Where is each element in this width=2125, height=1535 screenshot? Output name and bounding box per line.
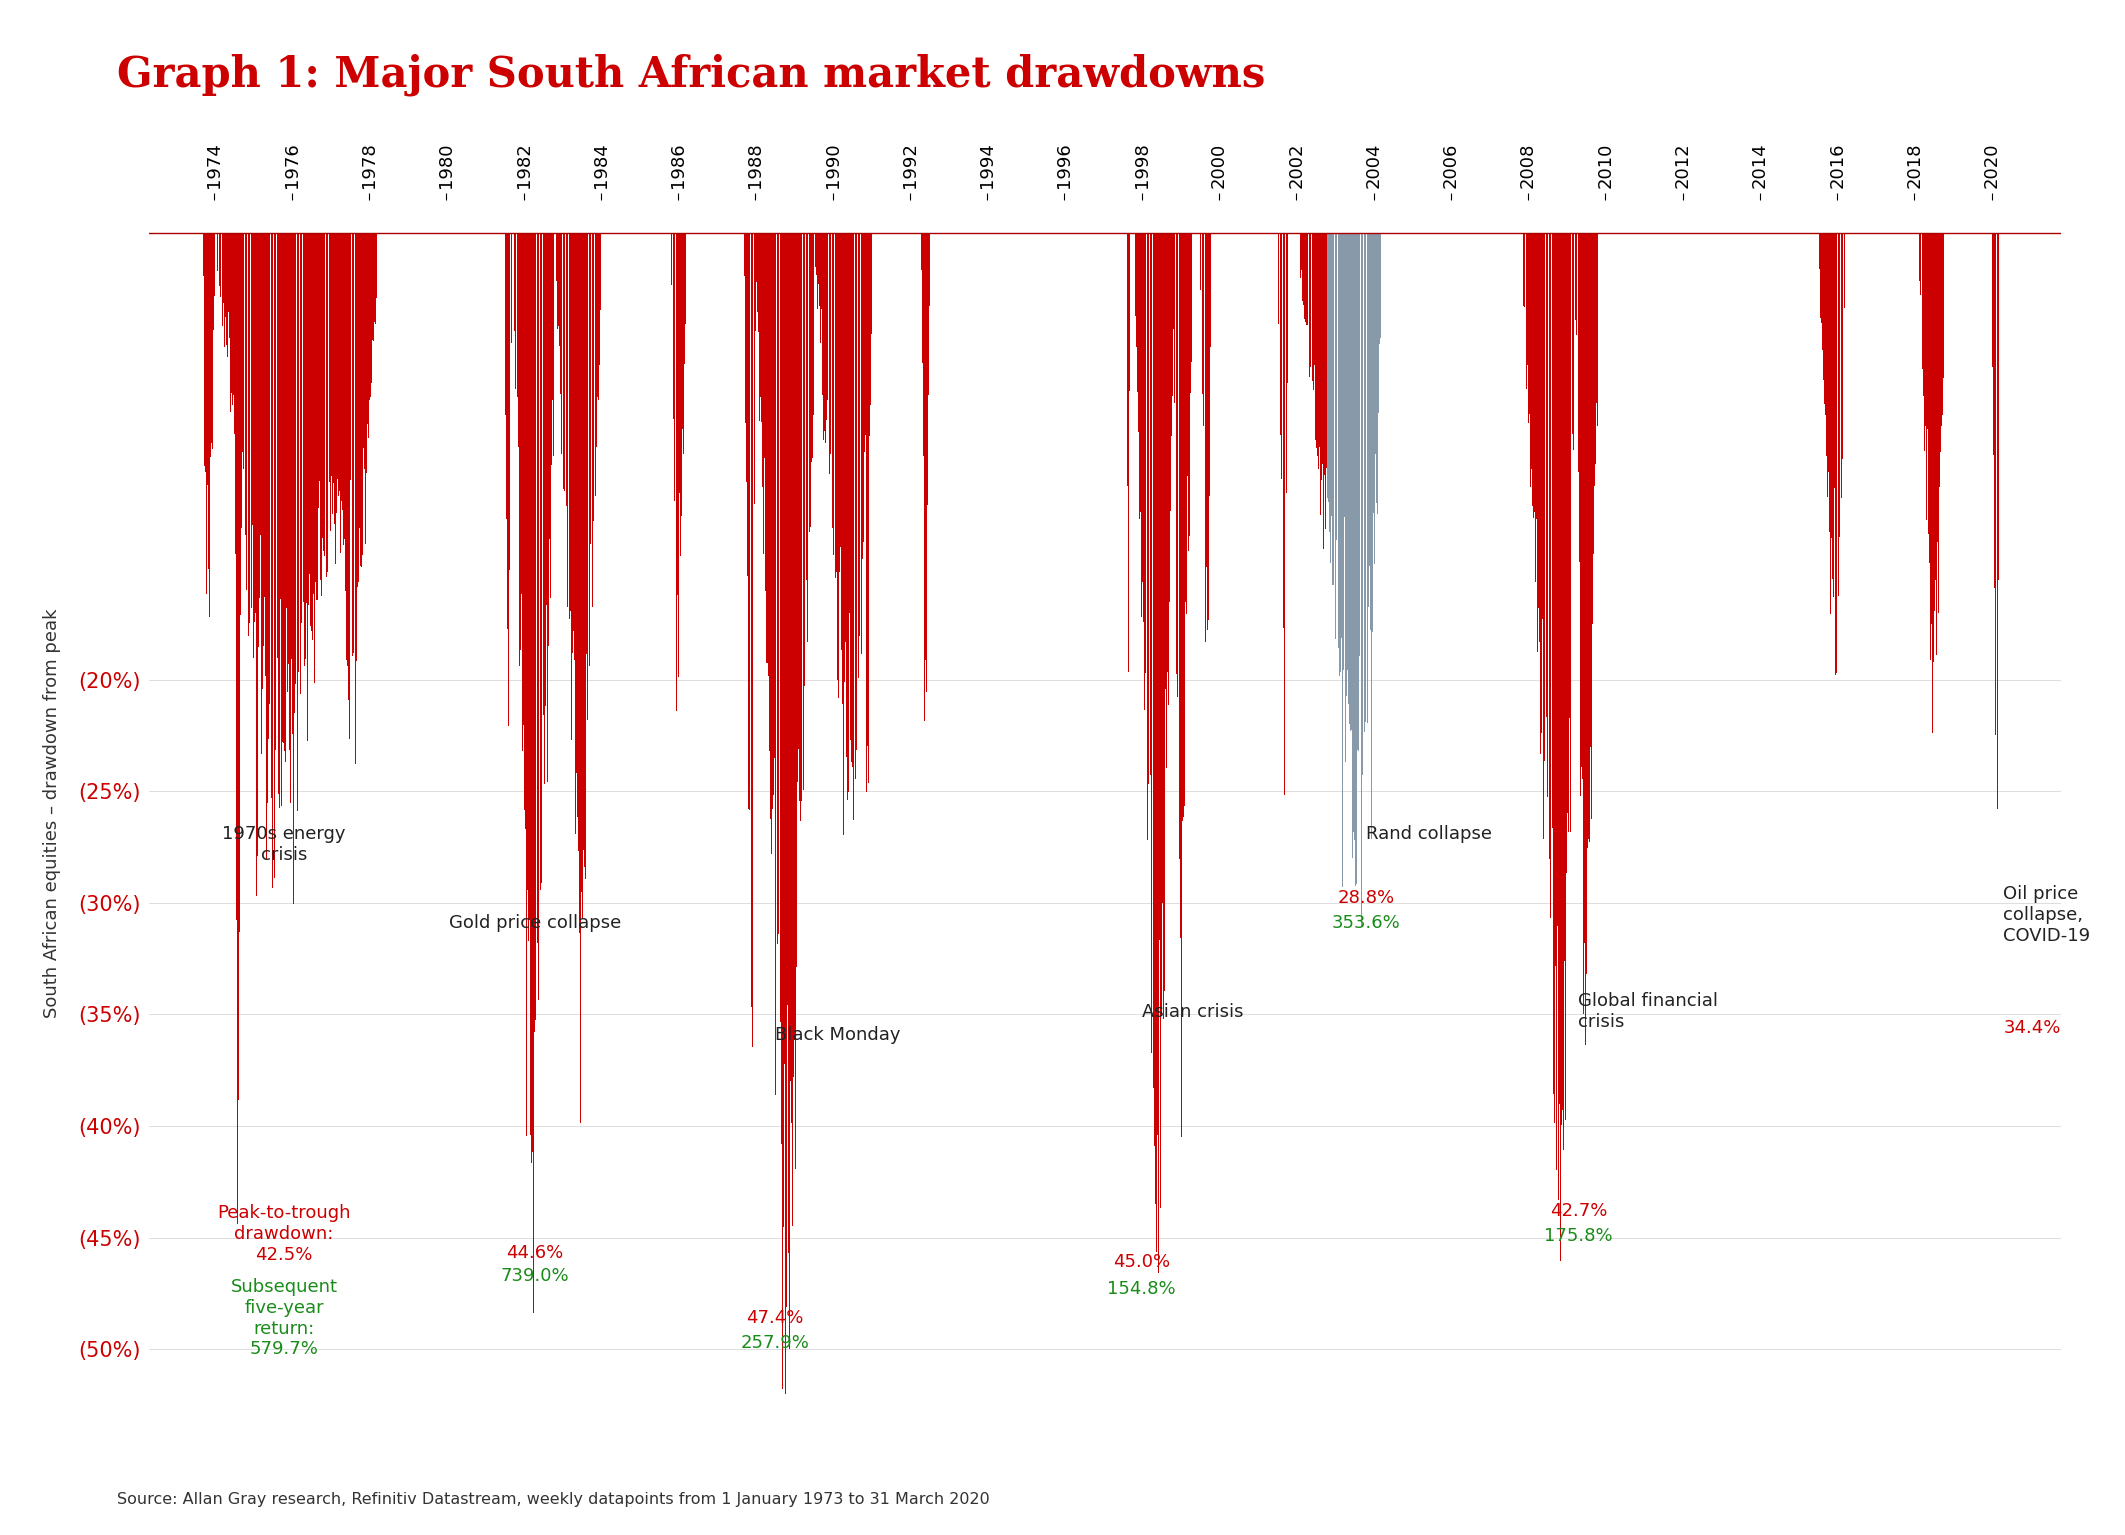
Text: Source: Allan Gray research, Refinitiv Datastream, weekly datapoints from 1 Janu: Source: Allan Gray research, Refinitiv D… bbox=[117, 1492, 990, 1507]
Text: Rand collapse: Rand collapse bbox=[1366, 824, 1492, 843]
Text: 739.0%: 739.0% bbox=[502, 1266, 570, 1285]
Text: 28.8%: 28.8% bbox=[1337, 889, 1394, 907]
Text: 34.4%: 34.4% bbox=[2004, 1019, 2061, 1038]
Text: 1970s energy
crisis: 1970s energy crisis bbox=[223, 824, 346, 864]
Text: Peak-to-trough
drawdown:
42.5%: Peak-to-trough drawdown: 42.5% bbox=[217, 1205, 351, 1263]
Text: Oil price
collapse,
COVID-19: Oil price collapse, COVID-19 bbox=[2004, 886, 2091, 944]
Text: Black Monday: Black Monday bbox=[776, 1025, 901, 1044]
Text: 45.0%: 45.0% bbox=[1114, 1254, 1171, 1271]
Text: Graph 1: Major South African market drawdowns: Graph 1: Major South African market draw… bbox=[117, 54, 1264, 97]
Text: Global financial
crisis: Global financial crisis bbox=[1579, 992, 1719, 1032]
Text: 257.9%: 257.9% bbox=[740, 1334, 810, 1352]
Text: 154.8%: 154.8% bbox=[1107, 1280, 1175, 1299]
Text: 353.6%: 353.6% bbox=[1332, 913, 1400, 932]
Text: 42.7%: 42.7% bbox=[1549, 1202, 1606, 1220]
Text: Subsequent
five-year
return:
579.7%: Subsequent five-year return: 579.7% bbox=[230, 1279, 338, 1358]
Text: 175.8%: 175.8% bbox=[1545, 1226, 1613, 1245]
Text: Asian crisis: Asian crisis bbox=[1141, 1004, 1243, 1021]
Text: Gold price collapse: Gold price collapse bbox=[448, 913, 620, 932]
Text: 44.6%: 44.6% bbox=[506, 1245, 563, 1262]
Y-axis label: South African equities – drawdown from peak: South African equities – drawdown from p… bbox=[42, 609, 62, 1018]
Text: 47.4%: 47.4% bbox=[746, 1309, 803, 1328]
